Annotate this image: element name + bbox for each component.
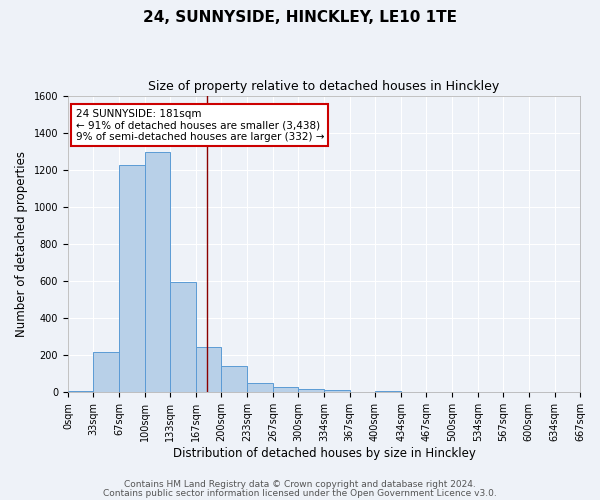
Bar: [273, 387, 298, 392]
Bar: [298, 389, 325, 392]
Y-axis label: Number of detached properties: Number of detached properties: [15, 151, 28, 337]
Text: 24, SUNNYSIDE, HINCKLEY, LE10 1TE: 24, SUNNYSIDE, HINCKLEY, LE10 1TE: [143, 10, 457, 25]
Title: Size of property relative to detached houses in Hinckley: Size of property relative to detached ho…: [148, 80, 500, 93]
Bar: [325, 390, 350, 392]
Bar: [145, 152, 170, 392]
Bar: [93, 352, 119, 393]
Bar: [221, 366, 247, 392]
Text: Contains public sector information licensed under the Open Government Licence v3: Contains public sector information licen…: [103, 488, 497, 498]
Bar: [170, 282, 196, 393]
X-axis label: Distribution of detached houses by size in Hinckley: Distribution of detached houses by size …: [173, 447, 475, 460]
Bar: [247, 383, 273, 392]
Bar: [119, 165, 145, 392]
Text: 24 SUNNYSIDE: 181sqm
← 91% of detached houses are smaller (3,438)
9% of semi-det: 24 SUNNYSIDE: 181sqm ← 91% of detached h…: [76, 108, 324, 142]
Text: Contains HM Land Registry data © Crown copyright and database right 2024.: Contains HM Land Registry data © Crown c…: [124, 480, 476, 489]
Bar: [196, 347, 221, 393]
